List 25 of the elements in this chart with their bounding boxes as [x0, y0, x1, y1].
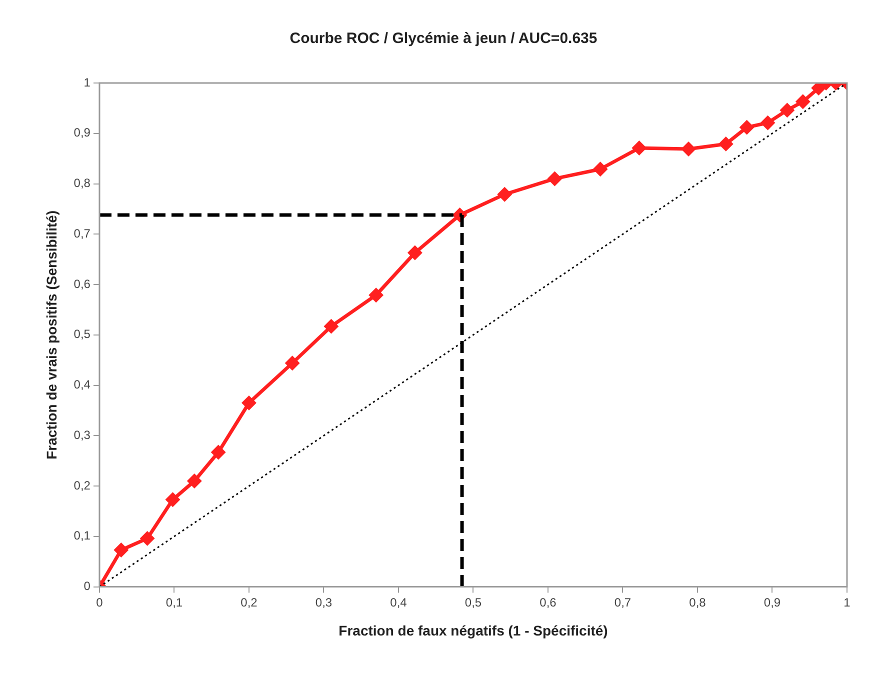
x-tick-label: 0,3 [315, 595, 332, 610]
y-tick-label: 0,6 [74, 276, 91, 291]
y-tick-label: 0,4 [74, 378, 91, 392]
y-tick-label: 0 [84, 579, 91, 594]
y-tick-label: 0,9 [74, 126, 91, 140]
x-tick-label: 1 [844, 595, 851, 610]
x-tick-label: 0,4 [390, 595, 408, 610]
y-tick-label: 0,3 [74, 428, 91, 442]
x-tick-label: 0,5 [464, 595, 482, 610]
y-tick-label: 1 [84, 75, 91, 90]
x-tick-label: 0,9 [764, 595, 781, 610]
chart-title: Courbe ROC / Glycémie à jeun / AUC=0.635 [290, 30, 598, 48]
y-tick-label: 0,1 [74, 528, 91, 543]
x-axis-title: Fraction de faux négatifs (1 - Spécificité) [338, 622, 608, 638]
y-axis-title: Fraction de vrais positifs (Sensibilité) [43, 210, 60, 460]
y-tick-label: 0,8 [74, 176, 91, 190]
x-tick-label: 0,8 [689, 595, 706, 610]
x-tick-label: 0 [96, 595, 104, 610]
x-tick-label: 0,7 [614, 595, 632, 610]
x-tick-label: 0,1 [166, 595, 183, 610]
x-tick-label: 0,2 [240, 595, 258, 610]
y-tick-label: 0,2 [74, 478, 91, 492]
x-tick-label: 0,6 [540, 595, 557, 610]
y-tick-label: 0,7 [74, 226, 91, 240]
y-tick-label: 0,5 [74, 327, 91, 342]
